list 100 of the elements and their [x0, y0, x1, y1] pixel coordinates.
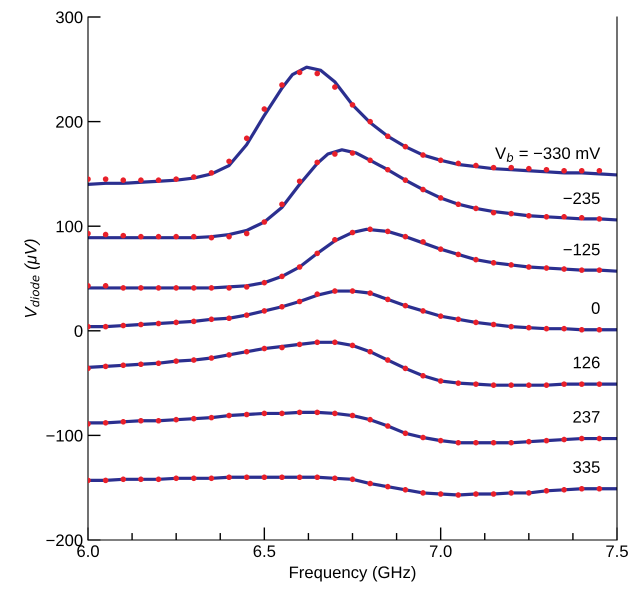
y-tick-label: −200	[46, 534, 82, 546]
series-label: −125	[564, 244, 600, 256]
point	[438, 158, 444, 164]
point	[578, 486, 585, 492]
point	[490, 210, 496, 216]
line-series	[88, 228, 617, 290]
line-series	[88, 148, 617, 240]
point	[314, 410, 320, 416]
point	[102, 324, 108, 330]
point	[508, 490, 514, 496]
point	[526, 324, 532, 330]
point	[226, 352, 232, 358]
point	[262, 346, 268, 352]
point	[578, 436, 585, 442]
point	[384, 357, 391, 363]
point	[296, 410, 302, 416]
point	[367, 158, 373, 164]
point	[332, 410, 338, 416]
point	[578, 267, 585, 273]
point	[596, 326, 602, 333]
line-series	[88, 66, 617, 186]
point	[508, 440, 514, 446]
point	[438, 491, 444, 497]
series-label: 126	[574, 356, 600, 368]
point	[473, 491, 479, 497]
point	[332, 84, 338, 90]
line-series	[88, 476, 617, 497]
point	[279, 410, 285, 416]
point	[208, 285, 214, 291]
point	[191, 357, 197, 363]
point	[138, 476, 144, 482]
point	[473, 440, 479, 446]
point	[350, 412, 356, 418]
point	[191, 174, 197, 180]
point	[332, 340, 338, 346]
point	[544, 326, 550, 332]
point	[226, 412, 232, 418]
point	[120, 177, 126, 183]
point	[561, 487, 567, 493]
point	[208, 476, 214, 482]
point	[296, 342, 302, 348]
line-series	[88, 410, 617, 444]
point	[402, 487, 408, 493]
point	[420, 152, 426, 158]
point	[279, 274, 285, 280]
point	[102, 283, 108, 289]
point	[244, 474, 250, 480]
point	[384, 423, 391, 429]
point	[279, 344, 285, 350]
line-series	[88, 289, 617, 332]
point	[473, 206, 479, 212]
point	[208, 170, 214, 176]
point	[226, 285, 232, 291]
point	[262, 474, 268, 480]
point	[262, 410, 268, 416]
point	[102, 420, 108, 426]
point	[156, 177, 162, 183]
point	[473, 162, 479, 168]
point	[578, 326, 585, 333]
point	[156, 360, 162, 366]
point	[102, 176, 108, 182]
point	[384, 484, 391, 490]
point	[456, 160, 462, 166]
point	[384, 166, 391, 172]
point	[473, 256, 479, 262]
point	[296, 298, 302, 304]
point	[314, 474, 320, 480]
point	[420, 239, 426, 245]
point	[350, 476, 356, 482]
x-tick-label: 7.5	[606, 545, 628, 558]
point	[490, 322, 496, 328]
point	[156, 320, 162, 326]
point	[561, 168, 567, 174]
point	[508, 324, 514, 330]
point	[262, 280, 268, 286]
point	[508, 262, 514, 268]
point	[350, 342, 356, 348]
point	[526, 490, 532, 496]
point	[314, 291, 320, 297]
point	[120, 322, 126, 328]
point	[367, 226, 373, 232]
point	[244, 348, 250, 354]
y-tick-label: 100	[56, 220, 82, 232]
point	[526, 264, 532, 270]
point	[279, 82, 285, 88]
point	[438, 246, 444, 252]
point	[596, 381, 602, 387]
point	[262, 219, 268, 225]
point	[402, 366, 408, 372]
point	[314, 160, 320, 166]
point	[244, 412, 250, 418]
point	[120, 362, 126, 368]
point	[314, 250, 320, 256]
point	[226, 474, 232, 480]
point	[544, 214, 550, 220]
point	[596, 267, 602, 273]
point	[402, 177, 408, 183]
point	[596, 216, 602, 222]
y-tick-label: 200	[56, 116, 82, 128]
point	[561, 381, 567, 387]
